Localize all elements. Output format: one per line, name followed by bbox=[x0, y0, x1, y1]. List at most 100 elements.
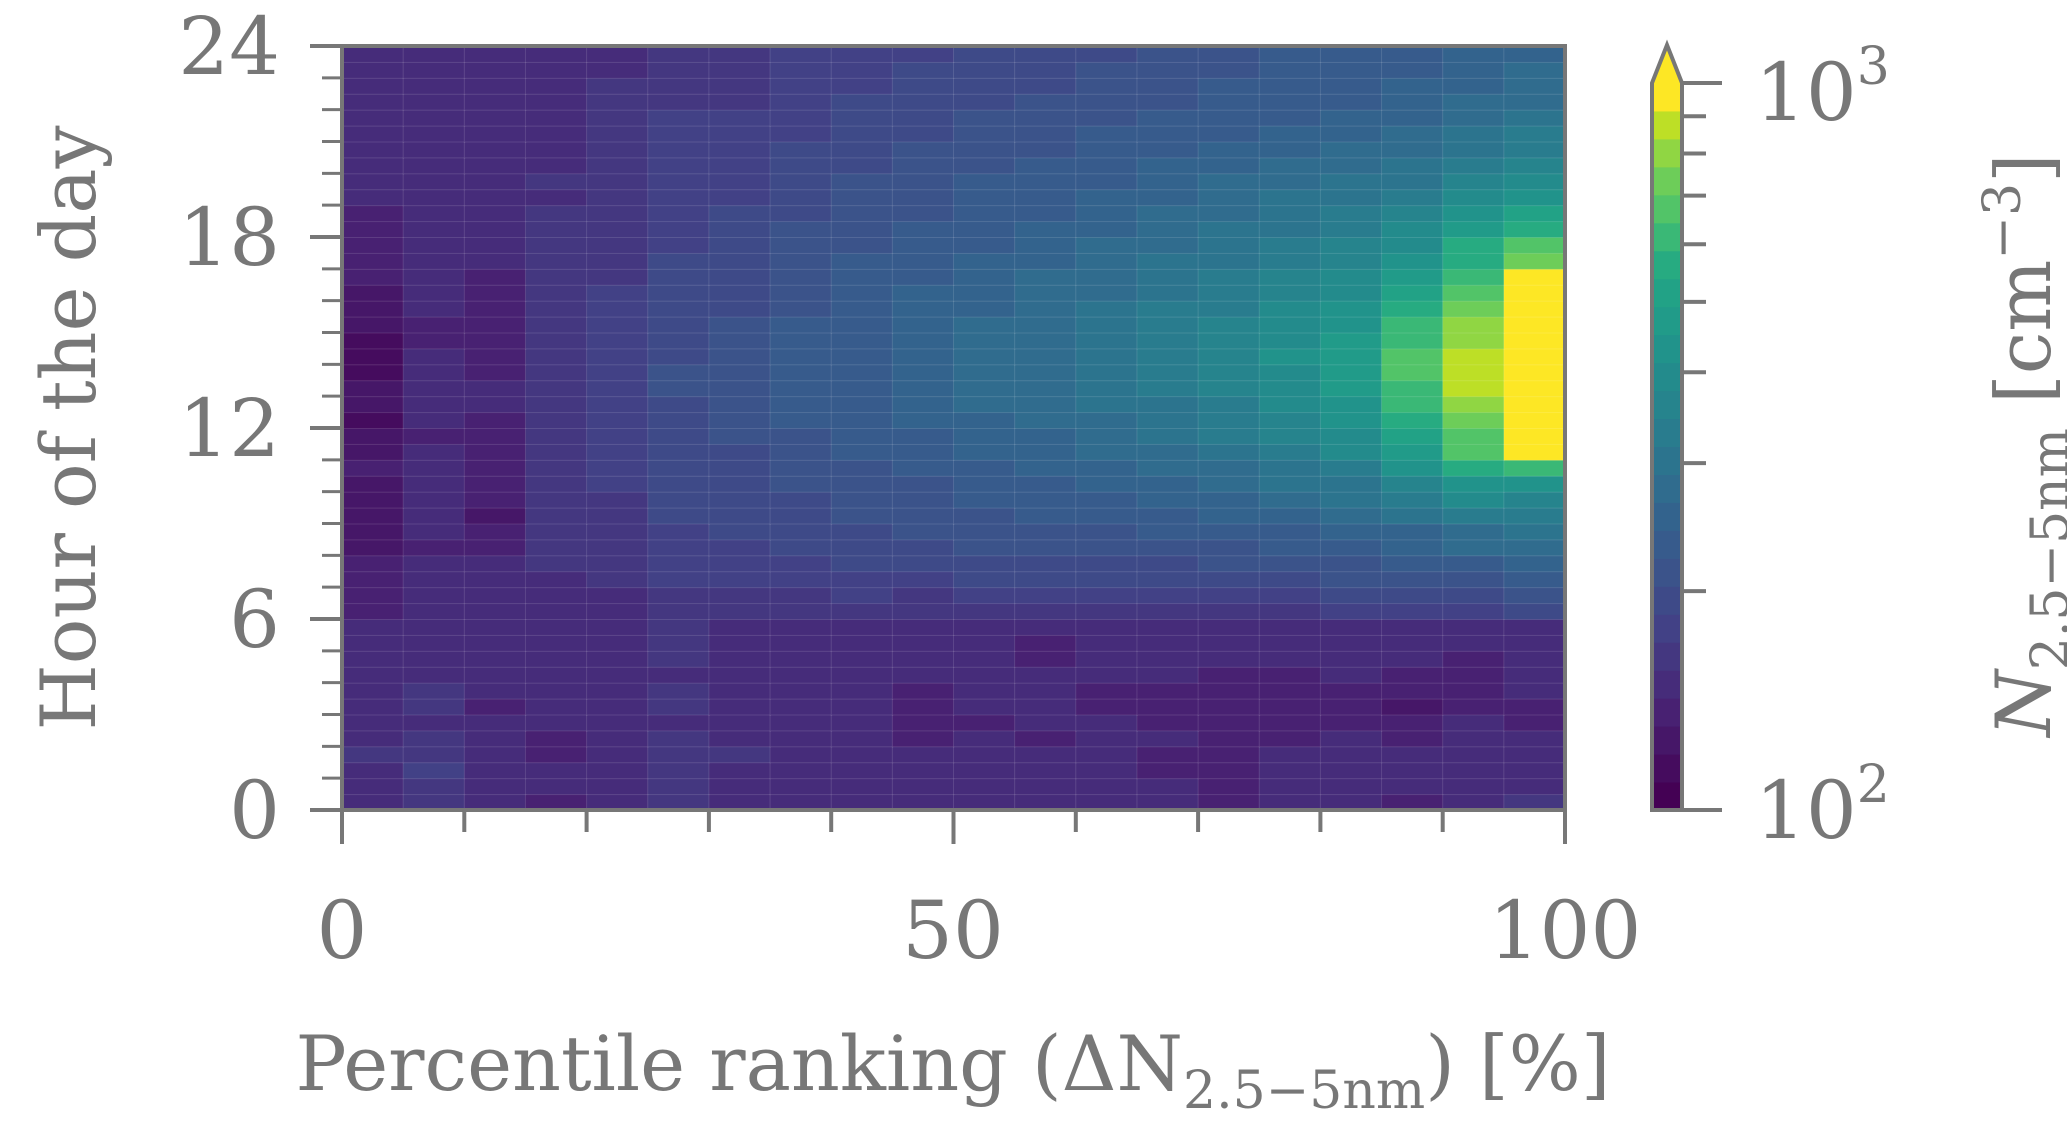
heatmap-cell bbox=[463, 523, 527, 541]
heatmap-cell bbox=[769, 141, 833, 159]
heatmap-cell bbox=[830, 745, 894, 764]
heatmap-cell bbox=[1075, 93, 1138, 111]
heatmap-cell bbox=[1197, 586, 1261, 605]
heatmap-cell bbox=[402, 586, 466, 605]
heatmap-cell bbox=[1258, 156, 1322, 175]
heatmap-cell bbox=[463, 538, 527, 557]
heatmap-cell bbox=[708, 125, 772, 143]
heatmap-cell bbox=[1258, 220, 1322, 238]
heatmap-cell bbox=[463, 411, 527, 430]
heatmap-cell bbox=[1014, 188, 1077, 207]
heatmap-cell bbox=[1503, 777, 1566, 796]
heatmap-cell bbox=[463, 682, 527, 700]
heatmap-cell bbox=[708, 523, 772, 541]
heatmap-cell bbox=[953, 427, 1016, 445]
heatmap-cell bbox=[1503, 761, 1566, 780]
x-tick-label-50: 50 bbox=[902, 884, 1004, 977]
heatmap-cell bbox=[1197, 220, 1261, 238]
heatmap-cell bbox=[463, 45, 527, 63]
heatmap-cell bbox=[830, 300, 894, 318]
heatmap-cell bbox=[586, 316, 649, 334]
heatmap-cell bbox=[647, 777, 710, 796]
heatmap-cell bbox=[1075, 475, 1138, 493]
heatmap-cell bbox=[463, 443, 527, 461]
heatmap-cell bbox=[830, 777, 894, 796]
heatmap-cells bbox=[341, 45, 1566, 811]
heatmap-cell bbox=[830, 61, 894, 79]
heatmap-cell bbox=[524, 586, 588, 605]
heatmap-cell bbox=[1381, 204, 1444, 223]
heatmap-cell bbox=[1442, 586, 1505, 605]
heatmap-cell bbox=[524, 204, 588, 223]
heatmap-cell bbox=[891, 634, 955, 652]
y-axis-ticks bbox=[310, 44, 342, 812]
heatmap-cell bbox=[1442, 523, 1505, 541]
heatmap-cell bbox=[1014, 538, 1077, 557]
heatmap-cell bbox=[402, 236, 466, 254]
heatmap-cell bbox=[1197, 411, 1261, 430]
x-tick-label-0: 0 bbox=[317, 884, 368, 977]
heatmap-cell bbox=[830, 698, 894, 716]
heatmap-cell bbox=[1197, 204, 1261, 223]
heatmap-cell bbox=[1136, 602, 1200, 620]
heatmap-cell bbox=[463, 459, 527, 477]
heatmap-cell bbox=[1136, 93, 1200, 111]
heatmap-cell bbox=[1381, 300, 1444, 318]
heatmap-cell bbox=[1136, 507, 1200, 525]
heatmap-cell bbox=[891, 284, 955, 302]
heatmap-cell bbox=[524, 45, 588, 63]
heatmap-cell bbox=[1197, 666, 1261, 684]
heatmap-cell bbox=[1136, 475, 1200, 493]
heatmap-cell bbox=[586, 714, 649, 732]
heatmap-cell bbox=[1442, 332, 1505, 350]
heatmap-cell bbox=[586, 427, 649, 445]
heatmap-cell bbox=[1319, 714, 1383, 732]
heatmap-cell bbox=[891, 714, 955, 732]
heatmap-cell bbox=[402, 698, 466, 716]
heatmap-cell bbox=[830, 714, 894, 732]
heatmap-cell bbox=[586, 523, 649, 541]
heatmap-cell bbox=[1503, 745, 1566, 764]
heatmap-cell bbox=[891, 395, 955, 414]
heatmap-cell bbox=[1381, 252, 1444, 270]
heatmap-cell bbox=[769, 236, 833, 254]
heatmap-cell bbox=[708, 427, 772, 445]
heatmap-cell bbox=[953, 220, 1016, 238]
heatmap-cell bbox=[708, 602, 772, 620]
y-axis-label: Hour of the day bbox=[24, 125, 113, 730]
heatmap-cell bbox=[524, 61, 588, 79]
heatmap-cell bbox=[1258, 77, 1322, 95]
heatmap-cell bbox=[524, 777, 588, 796]
heatmap-cell bbox=[341, 45, 405, 63]
heatmap-cell bbox=[1075, 77, 1138, 95]
heatmap-cell bbox=[1381, 459, 1444, 477]
heatmap-cell bbox=[1014, 618, 1077, 636]
colorbar-level bbox=[1652, 782, 1682, 811]
heatmap-cell bbox=[891, 156, 955, 175]
heatmap-cell bbox=[1319, 188, 1383, 207]
heatmap-cell bbox=[341, 252, 405, 270]
colorbar-level bbox=[1652, 278, 1682, 308]
heatmap-cell bbox=[953, 634, 1016, 652]
heatmap-cell bbox=[1442, 141, 1505, 159]
heatmap-cell bbox=[524, 77, 588, 95]
heatmap-cell bbox=[463, 666, 527, 684]
heatmap-cell bbox=[341, 77, 405, 95]
heatmap-cell bbox=[463, 698, 527, 716]
heatmap-cell bbox=[708, 156, 772, 175]
heatmap-cell bbox=[769, 634, 833, 652]
heatmap-cell bbox=[1075, 411, 1138, 430]
colorbar-tick-bottom-base: 10 bbox=[1755, 764, 1857, 857]
heatmap-cell bbox=[1442, 300, 1505, 318]
heatmap-cell bbox=[1442, 411, 1505, 430]
heatmap-cell bbox=[647, 156, 710, 175]
heatmap-cell bbox=[1503, 125, 1566, 143]
heatmap-cell bbox=[953, 618, 1016, 636]
colorbar-tick-bottom: 102 bbox=[1755, 755, 1890, 857]
heatmap-cell bbox=[586, 698, 649, 716]
heatmap-cell bbox=[830, 316, 894, 334]
heatmap-cell bbox=[953, 268, 1016, 286]
y-tick-label-18: 18 bbox=[178, 191, 280, 284]
heatmap-cell bbox=[647, 109, 710, 127]
heatmap-cell bbox=[891, 491, 955, 509]
